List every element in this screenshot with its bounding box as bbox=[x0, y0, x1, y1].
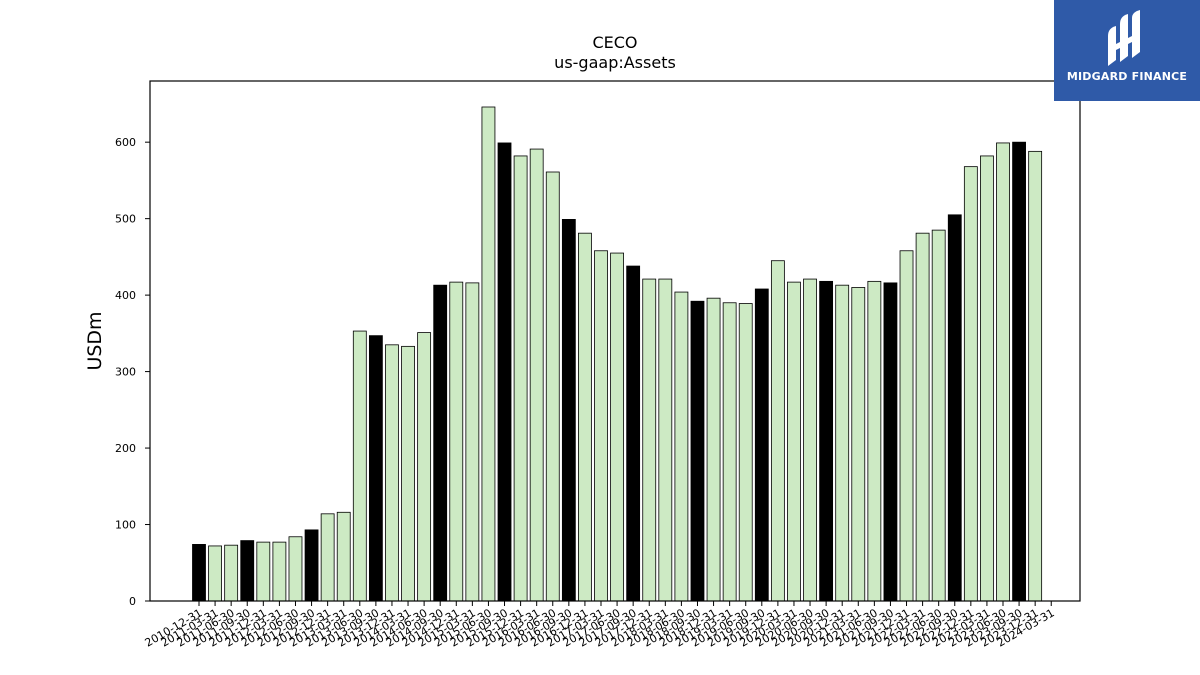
y-tick-label: 500 bbox=[115, 213, 136, 226]
bar bbox=[980, 155, 994, 602]
bar bbox=[449, 281, 464, 602]
bar bbox=[208, 545, 222, 602]
bar bbox=[304, 529, 319, 602]
y-axis-label: USDm bbox=[84, 311, 106, 370]
bar bbox=[626, 265, 641, 602]
bar bbox=[963, 166, 978, 602]
bar bbox=[529, 148, 544, 602]
bar bbox=[497, 142, 512, 602]
bar bbox=[722, 302, 737, 602]
bar bbox=[545, 171, 560, 602]
bar bbox=[947, 214, 962, 602]
bar bbox=[770, 260, 785, 602]
bar bbox=[610, 252, 624, 602]
bar bbox=[401, 345, 415, 602]
bar bbox=[835, 284, 850, 602]
chart-title: CECO bbox=[592, 33, 637, 52]
bar bbox=[465, 282, 480, 602]
bar bbox=[754, 288, 769, 602]
bar bbox=[594, 250, 608, 602]
bar bbox=[899, 250, 914, 602]
bar bbox=[272, 541, 287, 602]
bar bbox=[819, 280, 834, 602]
bar bbox=[674, 291, 689, 602]
bar bbox=[240, 540, 255, 602]
y-tick-label: 300 bbox=[115, 366, 136, 379]
y-tick-label: 100 bbox=[115, 519, 136, 532]
bar bbox=[851, 287, 866, 602]
bar bbox=[256, 541, 271, 602]
bar bbox=[883, 282, 898, 602]
bar bbox=[433, 284, 448, 602]
y-tick-label: 600 bbox=[115, 136, 136, 149]
bar bbox=[706, 297, 721, 602]
bar bbox=[996, 142, 1010, 602]
bar bbox=[320, 513, 335, 602]
bar bbox=[803, 278, 817, 602]
bar bbox=[1012, 141, 1026, 602]
bar bbox=[690, 300, 705, 602]
bar bbox=[578, 232, 592, 602]
bar bbox=[787, 281, 801, 602]
bar bbox=[481, 106, 496, 602]
bar bbox=[513, 155, 528, 602]
bar bbox=[658, 278, 673, 602]
bar bbox=[867, 280, 882, 602]
bar bbox=[336, 511, 351, 602]
bar bbox=[192, 544, 206, 602]
bar bbox=[642, 278, 657, 602]
bar bbox=[368, 335, 383, 602]
bar bbox=[352, 330, 367, 602]
bar bbox=[288, 536, 303, 602]
midgard-finance-logo: MIDGARD FINANCE bbox=[1054, 0, 1200, 101]
logo-text: MIDGARD FINANCE bbox=[1066, 70, 1188, 83]
y-tick-label: 0 bbox=[129, 595, 136, 608]
x-ticks: 2010-12-312011-03-312011-06-302011-09-30… bbox=[143, 601, 1057, 650]
bar bbox=[738, 303, 753, 602]
bar bbox=[417, 332, 432, 602]
bar bbox=[385, 344, 399, 602]
bars bbox=[192, 106, 1043, 602]
chart-subtitle: us-gaap:Assets bbox=[554, 53, 676, 72]
bar bbox=[224, 544, 239, 602]
y-tick-label: 400 bbox=[115, 289, 136, 302]
logo-mark-icon bbox=[1108, 10, 1140, 66]
bar bbox=[1028, 150, 1043, 602]
bar bbox=[931, 229, 946, 602]
bar bbox=[561, 219, 576, 602]
y-tick-label: 200 bbox=[115, 442, 136, 455]
y-ticks: 0 100 200 300 400 500 600 bbox=[115, 136, 150, 608]
bar bbox=[915, 232, 930, 602]
plot-frame bbox=[149, 80, 1081, 602]
